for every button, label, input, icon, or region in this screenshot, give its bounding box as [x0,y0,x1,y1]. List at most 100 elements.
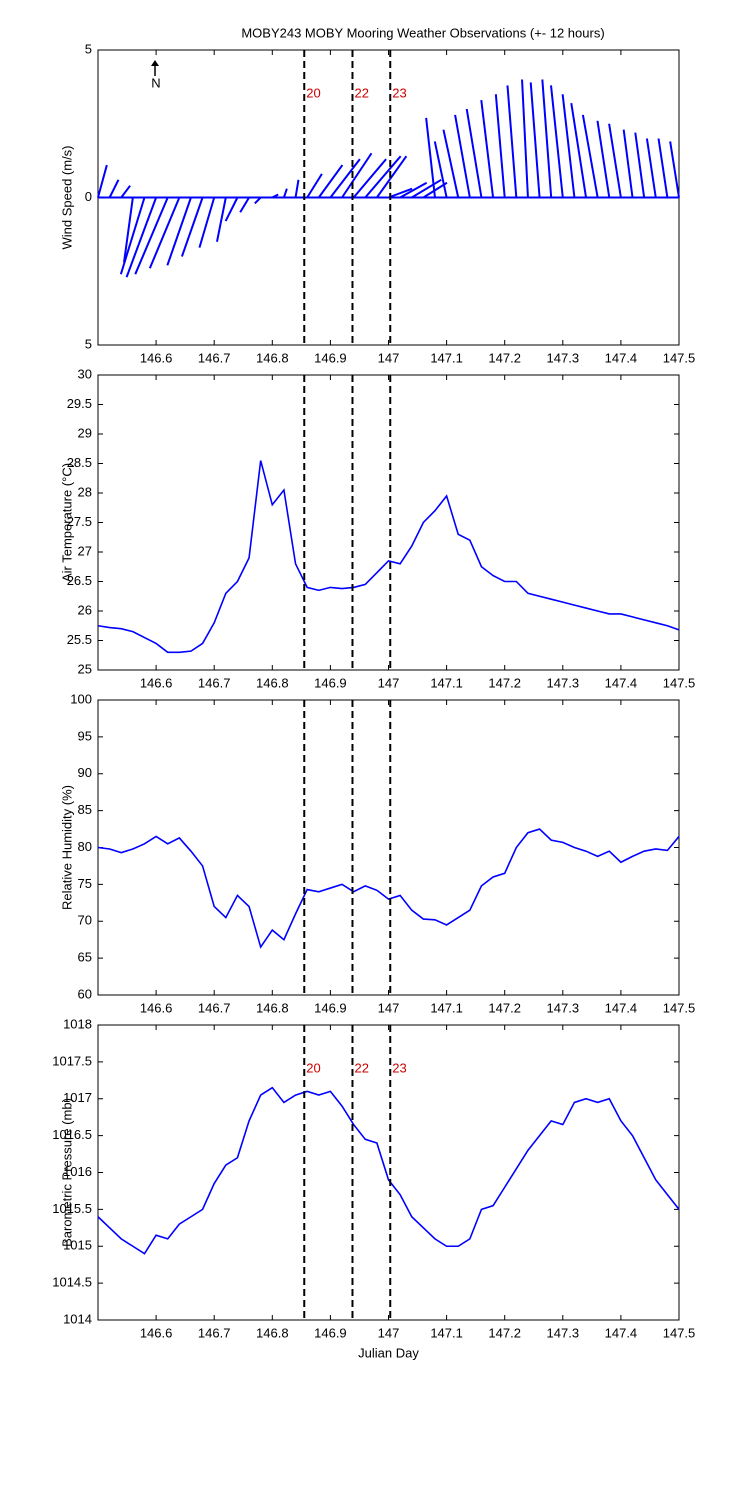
y-tick-label: 75 [78,876,92,891]
wind-stick [97,164,108,198]
wind-stick [657,138,669,198]
y-tick-label: 29.5 [67,396,92,411]
x-tick-label: 147 [378,1000,400,1015]
x-tick-label: 146.6 [140,350,173,365]
y-axis-label: Air Temperature (°C) [59,463,74,582]
plot-frame [97,1024,680,1321]
wind-stick [134,197,169,275]
y-tick-label: 70 [78,913,92,928]
wind-stick [180,197,204,257]
wind-stick [352,158,387,199]
wind-stick [215,197,227,242]
x-tick-label: 146.7 [198,1000,231,1015]
x-tick-label: 147.1 [430,1325,463,1340]
wind-stick [364,155,402,199]
x-tick-label: 146.8 [256,350,289,365]
x-tick-label: 147.5 [663,675,696,690]
x-tick-label: 146.6 [140,1000,173,1015]
x-tick-label: 146.9 [314,1325,347,1340]
x-tick-label: 146.6 [140,675,173,690]
x-tick-label: 146.7 [198,1325,231,1340]
wind-stick [388,187,413,199]
x-tick-label: 147 [378,675,400,690]
wind-stick [669,141,680,198]
x-tick-label: 147.3 [547,350,580,365]
x-tick-label: 147.3 [547,1000,580,1015]
y-tick-label: 80 [78,839,92,854]
wind-stick [317,164,344,199]
wind-stick [282,188,288,198]
y-tick-label: 65 [78,950,92,965]
y-tick-label: 26.5 [67,573,92,588]
y-tick-label: 26 [78,602,92,617]
x-tick-label: 147.4 [605,675,638,690]
x-tick-label: 147.5 [663,350,696,365]
wind-stick [596,120,611,198]
y-tick-label: 29 [78,425,92,440]
wind-stick [119,197,146,275]
wind-stick [433,141,448,198]
wind-stick [224,197,239,222]
wind-stick [561,94,576,198]
wind-stick [570,102,588,198]
y-tick-label: 28 [78,484,92,499]
x-tick-label: 146.9 [314,1000,347,1015]
wind-stick [254,196,262,205]
x-tick-label: 146.9 [314,675,347,690]
wind-stick [399,181,428,199]
y-tick-label: 5 [85,41,92,56]
y-tick-label: 27 [78,543,92,558]
wind-stick [506,85,518,198]
wind-stick [521,79,529,198]
y-tick-label: 1015.5 [52,1201,92,1216]
wind-stick [480,100,495,198]
event-label: 23 [392,85,406,100]
wind-stick [608,123,622,198]
x-tick-label: 146.6 [140,1325,173,1340]
x-tick-label: 147.2 [488,1000,521,1015]
wind-stick [108,179,120,198]
wind-stick [125,197,158,278]
data-line [97,828,680,949]
wind-stick [341,152,373,199]
y-tick-label: 1016.5 [52,1127,92,1142]
y-tick-label: 100 [70,691,92,706]
y-axis-label: Wind Speed (m/s) [59,145,74,249]
y-tick-label: 28.5 [67,455,92,470]
x-tick-label: 146.9 [314,350,347,365]
y-tick-label: 1016 [63,1164,92,1179]
event-label: 23 [392,1060,406,1075]
y-tick-label: 30 [78,366,92,381]
chart-title: MOBY243 MOBY Mooring Weather Observation… [241,25,604,40]
y-tick-label: 1018 [63,1016,92,1031]
wind-stick [294,179,300,198]
x-tick-label: 147.2 [488,350,521,365]
data-line [97,1086,680,1255]
y-tick-label: 27.5 [67,514,92,529]
wind-stick [425,117,436,198]
wind-stick [581,114,599,198]
wind-stick [550,85,564,198]
x-tick-label: 147 [378,350,400,365]
y-tick-label: 1015 [63,1238,92,1253]
x-tick-label: 146.8 [256,1000,289,1015]
x-tick-label: 147.2 [488,1325,521,1340]
y-tick-label: 5 [85,336,92,351]
event-label: 22 [354,1060,368,1075]
north-arrowhead [151,60,159,66]
x-tick-label: 146.8 [256,1325,289,1340]
x-tick-label: 147.2 [488,675,521,690]
y-tick-label: 1014.5 [52,1275,92,1290]
wind-stick [529,82,541,198]
y-tick-label: 25 [78,661,92,676]
wind-stick [123,197,134,263]
wind-stick [454,114,471,198]
wind-stick [376,155,408,199]
y-tick-label: 90 [78,765,92,780]
y-tick-label: 0 [85,189,92,204]
event-label: 20 [306,1060,320,1075]
y-tick-label: 95 [78,728,92,743]
wind-stick [645,138,657,198]
wind-stick [541,79,553,198]
wind-stick [148,197,181,269]
